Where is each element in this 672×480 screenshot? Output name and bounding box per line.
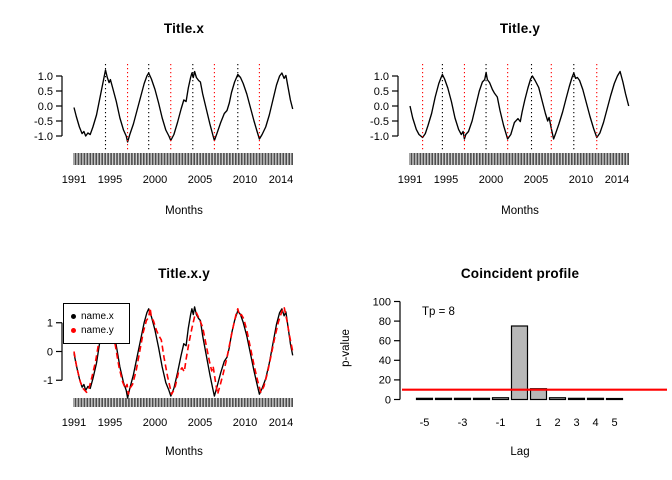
x-tick-label: 2005	[188, 417, 212, 429]
subplot-title-x: 1.0 0.5 0.0 -0.5 -1.0 1991 1995 2000 2005 2010 201…	[0, 0, 336, 240]
y-tick-label: 0.5	[374, 86, 389, 98]
x-tick-label: 2010	[233, 174, 257, 186]
chart-title-y: Title.y	[499, 21, 541, 36]
chart-title-x: Title.x	[163, 21, 205, 36]
x-tick-label: 2000	[143, 174, 167, 186]
y-tick-label: 0	[385, 394, 391, 406]
x-tick-label: 2014	[605, 174, 629, 186]
legend-dot-red	[71, 328, 76, 333]
x-axis-label-lag: Lag	[510, 446, 530, 458]
chart-title-coincident-profile: Coincident profile	[460, 266, 580, 281]
y-tick-label: -1	[43, 375, 53, 387]
tp-annotation: Tp = 8	[422, 306, 455, 318]
y-tick-label: -0.5	[34, 116, 53, 128]
x-tick-label: 2014	[269, 174, 293, 186]
plot-area-title-y: 1.0 0.5 0.0 -0.5 -1.0 1991 1995 2000 2005 2010 201…	[370, 64, 630, 186]
y-tick-label: 0.0	[374, 101, 389, 113]
y-tick-label: 40	[379, 355, 391, 367]
bar-lag--5	[415, 397, 434, 401]
subplot-coincident-profile: 0 20 40 60 80 100 -5 -3 -1 1 2 3 4 5 Coincident profi…	[336, 240, 672, 480]
x-tick-label: 2005	[524, 174, 548, 186]
y-tick-label: 1	[47, 318, 53, 330]
legend-box: name.x name.y	[63, 303, 130, 344]
x-tick-label: 2010	[233, 417, 257, 429]
x-tick-label: 1995	[98, 174, 122, 186]
legend-entry-name-x: name.x	[71, 311, 129, 322]
x-tick-label: 2010	[569, 174, 593, 186]
y-tick-label: 0.0	[38, 101, 53, 113]
y-tick-label: 20	[379, 375, 391, 387]
legend-entry-name-y: name.y	[71, 325, 129, 336]
y-tick-label: -1.0	[34, 131, 53, 143]
legend-dot-black	[71, 314, 76, 319]
bar-lag-5	[605, 397, 624, 401]
plot-area-title-x: 1.0 0.5 0.0 -0.5 -1.0 1991 1995 2000 2005 2010 201…	[34, 64, 294, 186]
bar-lag-4	[586, 397, 605, 401]
x-tick-label: 5	[611, 417, 617, 429]
x-tick-label: -5	[420, 417, 430, 429]
y-tick-label: 100	[373, 296, 391, 308]
x-tick-label: 1	[535, 417, 541, 429]
y-axis-label-p-value: p-value	[340, 329, 352, 367]
x-tick-label: 2	[554, 417, 560, 429]
bar-lag--3	[453, 397, 472, 401]
y-tick-label: 0.5	[38, 86, 53, 98]
bar-lag-3	[567, 397, 586, 401]
x-tick-label: 2005	[188, 174, 212, 186]
x-axis-label-months-1: Months	[165, 205, 203, 217]
subplot-title-y: 1.0 0.5 0.0 -0.5 -1.0 1991 1995 2000 2005 2010 201…	[336, 0, 672, 240]
y-tick-label: 1.0	[38, 71, 53, 83]
x-tick-label: 1995	[98, 417, 122, 429]
x-tick-label: 2000	[479, 174, 503, 186]
bar-lag-2	[548, 397, 567, 401]
y-tick-label: -1.0	[370, 131, 389, 143]
legend-label-name-y: name.y	[81, 325, 114, 336]
x-tick-label: 1995	[434, 174, 458, 186]
y-tick-label: 1.0	[374, 71, 389, 83]
x-tick-label: 2000	[143, 417, 167, 429]
series-Title.x	[73, 69, 294, 143]
x-tick-label: -3	[458, 417, 468, 429]
x-tick-label: 4	[592, 417, 598, 429]
x-axis-label-months-3: Months	[165, 446, 203, 458]
x-tick-label: 1991	[62, 417, 86, 429]
x-axis-label-months-2: Months	[501, 205, 539, 217]
x-tick-label: 1991	[398, 174, 422, 186]
y-tick-label: 60	[379, 336, 391, 348]
legend-label-name-x: name.x	[81, 311, 114, 322]
series-Title.y	[409, 70, 630, 140]
subplot-title-xy: 1 0 -1 1991 1995 2000 2005 2010 2014 Title.x.y n…	[0, 240, 336, 480]
bar-lag--2	[472, 397, 491, 401]
x-tick-label: 1991	[62, 174, 86, 186]
bar-lag--4	[434, 397, 453, 401]
x-tick-label: 3	[573, 417, 579, 429]
y-tick-label: 80	[379, 316, 391, 328]
plot-area-coincident-profile: 0 20 40 60 80 100 -5 -3 -1 1 2 3 4 5	[373, 296, 667, 429]
bar-lag--1	[491, 397, 510, 401]
x-tick-label: 2014	[269, 417, 293, 429]
bar-lag-0	[510, 325, 529, 401]
chart-title-xy: Title.x.y	[158, 266, 210, 281]
y-tick-label: 0	[47, 346, 53, 358]
x-tick-label: -1	[496, 417, 506, 429]
y-tick-label: -0.5	[370, 116, 389, 128]
